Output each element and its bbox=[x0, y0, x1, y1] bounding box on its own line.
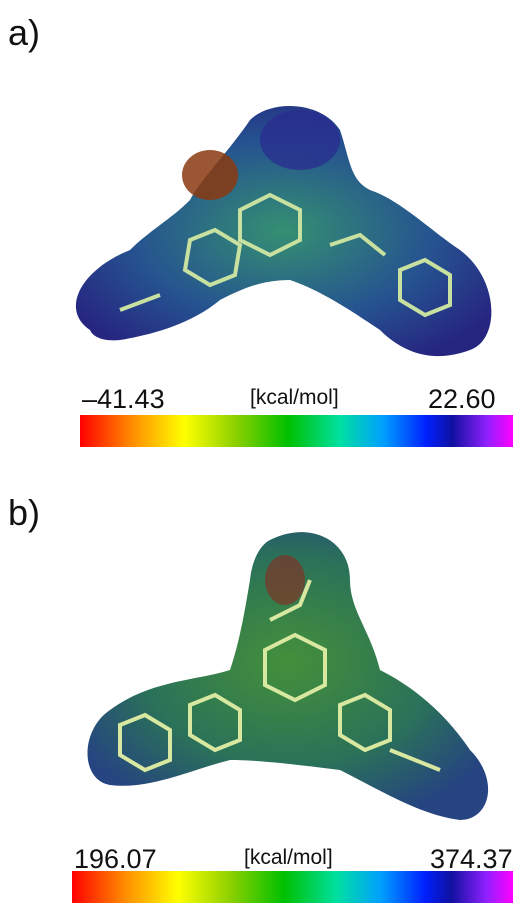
scale-unit: [kcal/mol] bbox=[250, 386, 339, 410]
esp-map-a bbox=[0, 80, 528, 380]
scale-unit: [kcal/mol] bbox=[244, 846, 333, 870]
scale-max: 22.60 bbox=[428, 384, 496, 415]
color-scale bbox=[72, 871, 513, 903]
panel-label: a) bbox=[8, 12, 40, 54]
color-scale bbox=[80, 415, 513, 447]
figure: a) –41.43 [kcal/mol] 22.60 b) bbox=[0, 0, 528, 903]
esp-map-b bbox=[0, 520, 528, 830]
scale-min: –41.43 bbox=[82, 384, 165, 415]
